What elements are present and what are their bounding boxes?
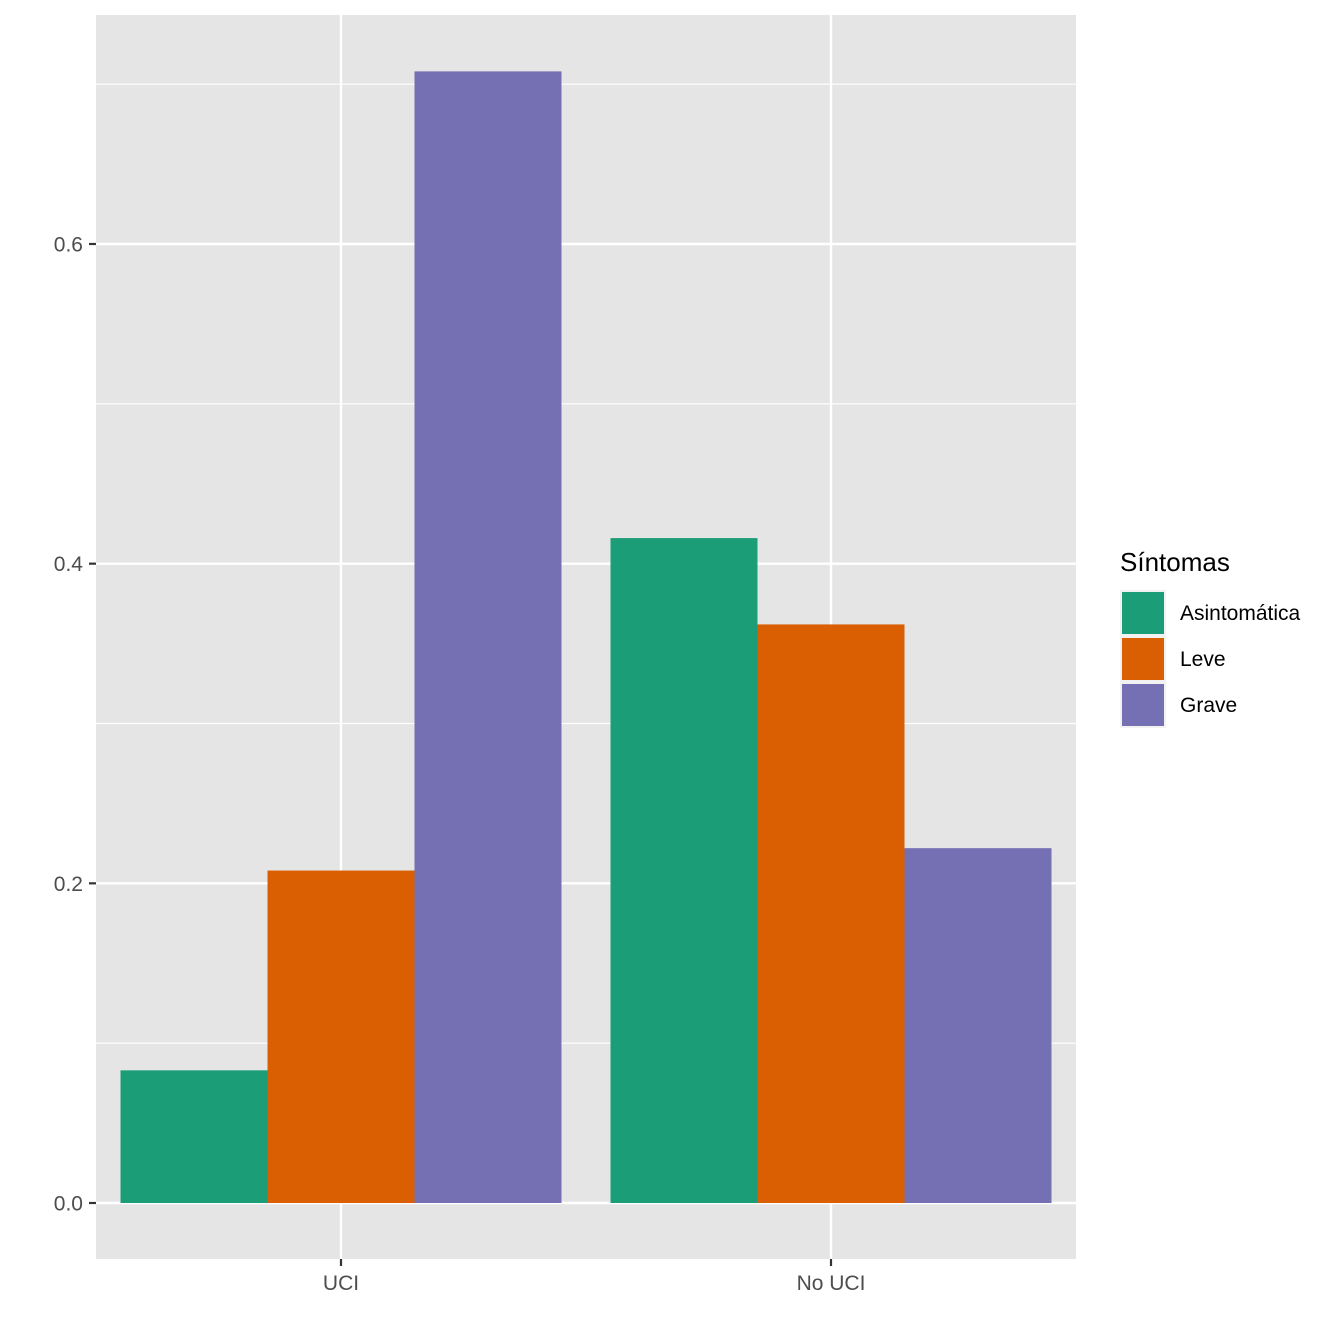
legend-swatch-leve xyxy=(1122,638,1164,680)
legend-swatch-grave xyxy=(1122,684,1164,726)
bar-uci-grave xyxy=(414,71,562,1203)
bar-uci-leve xyxy=(267,870,415,1203)
bar-no-uci-leve xyxy=(757,624,905,1203)
y-axis: 0.0 0.2 0.4 0.6 xyxy=(54,234,96,1216)
x-tick-label: UCI xyxy=(323,1272,359,1295)
legend: Síntomas Asintomática Leve Grave xyxy=(1120,547,1301,728)
y-tick-label: 0.0 xyxy=(54,1193,83,1216)
legend-label-asintomatica: Asintomática xyxy=(1180,602,1301,625)
x-tick-label: No UCI xyxy=(797,1272,866,1295)
bar-no-uci-grave xyxy=(904,848,1052,1203)
y-tick-label: 0.2 xyxy=(54,873,83,896)
bar-no-uci-asintomatica xyxy=(610,538,758,1203)
y-tick-label: 0.4 xyxy=(54,553,84,576)
legend-label-leve: Leve xyxy=(1180,648,1226,671)
bars xyxy=(120,71,1052,1203)
bar-uci-asintomatica xyxy=(120,1070,268,1203)
legend-title: Síntomas xyxy=(1120,547,1230,577)
legend-label-grave: Grave xyxy=(1180,694,1237,717)
x-axis: UCI No UCI xyxy=(323,1259,866,1295)
legend-swatch-asintomatica xyxy=(1122,592,1164,634)
y-tick-label: 0.6 xyxy=(54,234,83,257)
